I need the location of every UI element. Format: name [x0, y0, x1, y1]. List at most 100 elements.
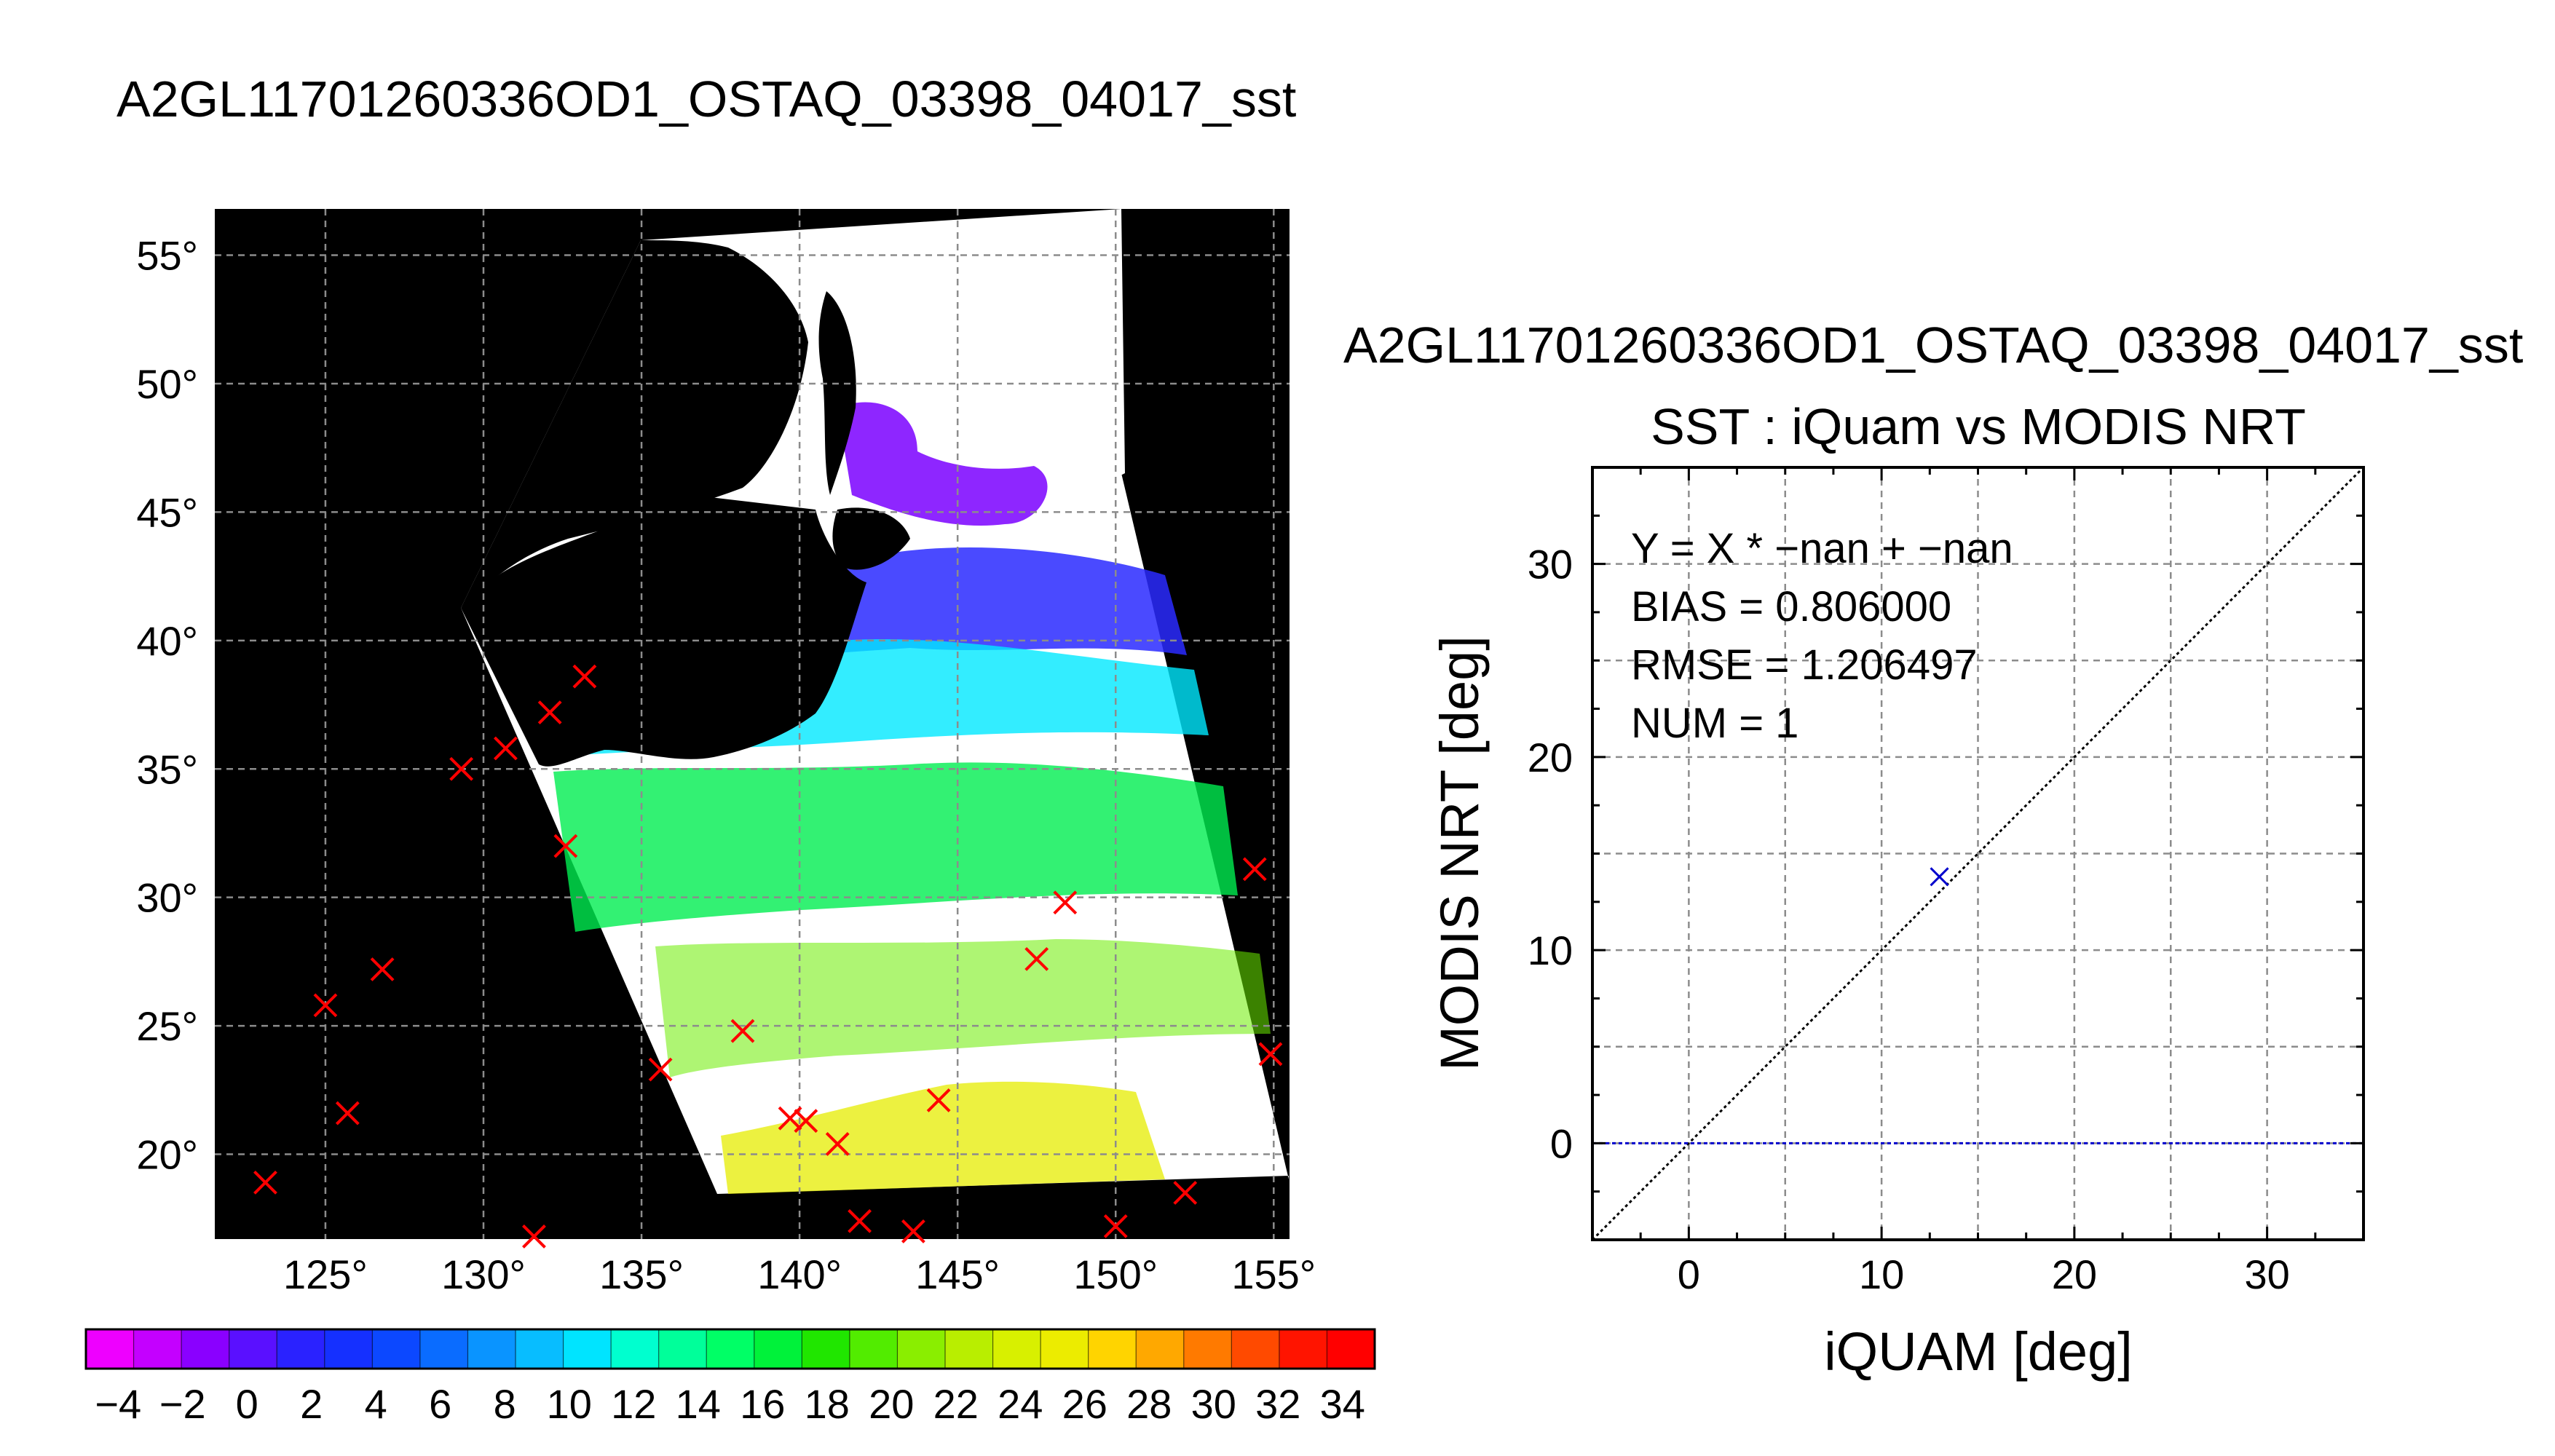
sst-lime-band	[655, 939, 1271, 1077]
buoy-marker	[794, 1109, 818, 1133]
map-title: A2GL11701260336OD1_OSTAQ_03398_04017_sst	[117, 71, 1296, 127]
land-sakhalin	[818, 291, 856, 495]
colorbar-swatch	[1279, 1329, 1328, 1369]
colorbar-swatch	[945, 1329, 994, 1369]
colorbar-tick-label: 4	[365, 1381, 387, 1427]
map-lon-ticks: 125° 130° 135° 140° 145° 150° 155°	[283, 1251, 1316, 1297]
buoy-marker	[335, 1101, 360, 1125]
sst-swath	[461, 209, 1289, 1194]
colorbar-swatch	[229, 1329, 277, 1369]
sst-green-band	[553, 762, 1238, 932]
map-lon-tick-label: 125°	[283, 1251, 368, 1297]
colorbar-swatch	[754, 1329, 802, 1369]
land-mainland	[461, 240, 808, 608]
stats-fit-line: Y = X * −nan + −nan	[1631, 525, 2013, 572]
colorbar-tick-label: 12	[611, 1381, 656, 1427]
map-lon-tick-label: 150°	[1073, 1251, 1158, 1297]
stats-bias: BIAS = 0.806000	[1631, 583, 1951, 630]
buoy-marker	[1053, 890, 1078, 915]
colorbar-swatch	[1040, 1329, 1089, 1369]
buoy-marker	[370, 957, 395, 981]
colorbar-swatch	[372, 1329, 421, 1369]
stats-num: NUM = 1	[1631, 700, 1798, 747]
colorbar-swatch	[467, 1329, 516, 1369]
scatter-title: A2GL11701260336OD1_OSTAQ_03398_04017_sst	[1343, 317, 2523, 373]
buoy-marker	[313, 993, 338, 1018]
colorbar-tick-label: 34	[1320, 1381, 1365, 1427]
map-lon-tick-label: 140°	[757, 1251, 842, 1297]
map-lat-tick-label: 40°	[136, 618, 198, 664]
scatter-y-tick-label: 0	[1550, 1120, 1573, 1166]
colorbar-tick-label: 32	[1255, 1381, 1300, 1427]
scatter-points	[1930, 867, 1949, 887]
colorbar-tick-label: 30	[1191, 1381, 1236, 1427]
buoy-marker	[1242, 857, 1267, 882]
map-lat-tick-label: 50°	[136, 361, 198, 407]
buoy-marker	[449, 756, 474, 781]
colorbar-swatch	[516, 1329, 564, 1369]
colorbar-tick-label: 28	[1126, 1381, 1172, 1427]
map-lon-tick-label: 135°	[599, 1251, 684, 1297]
scatter-x-tick-label: 30	[2244, 1251, 2289, 1297]
map-lat-tick-label: 20°	[136, 1132, 198, 1178]
buoy-marker	[848, 1208, 872, 1233]
colorbar-tick-label: 8	[494, 1381, 516, 1427]
stats-rmse: RMSE = 1.206497	[1631, 641, 1978, 689]
map-lat-tick-label: 55°	[136, 233, 198, 279]
colorbar-swatch	[1088, 1329, 1137, 1369]
buoy-marker	[926, 1088, 951, 1112]
map-lon-tick-label: 155°	[1231, 1251, 1316, 1297]
colorbar-tick-label: 14	[676, 1381, 721, 1427]
scatter-x-label: iQUAM [deg]	[1824, 1321, 2133, 1382]
colorbar-swatch	[277, 1329, 325, 1369]
land-korea-japan	[461, 495, 866, 767]
colorbar-tick-label: 16	[740, 1381, 785, 1427]
buoy-marker	[253, 1170, 277, 1195]
scatter-y-tick-label: 20	[1528, 735, 1573, 780]
colorbar-swatch	[324, 1329, 373, 1369]
colorbar-swatch	[1136, 1329, 1185, 1369]
colorbar-swatch	[992, 1329, 1041, 1369]
colorbar-swatch	[897, 1329, 946, 1369]
colorbar-tick-label: 10	[547, 1381, 592, 1427]
map-grid	[215, 209, 1290, 1239]
colorbar-tick-label: 26	[1062, 1381, 1107, 1427]
scatter-x-tick-label: 0	[1678, 1251, 1700, 1297]
buoy-marker	[825, 1132, 850, 1156]
colorbar-swatch	[802, 1329, 850, 1369]
scatter-x-ticks: 0 10 20 30	[1591, 467, 2365, 1297]
colorbar-swatch	[1327, 1329, 1375, 1369]
sst-yellow-band	[721, 1081, 1165, 1194]
buoy-marker	[648, 1057, 673, 1082]
buoy-markers	[253, 664, 1283, 1249]
colorbar-tick-label: −2	[159, 1381, 206, 1427]
land-hokkaido	[832, 507, 910, 570]
colorbar-tick-label: 18	[805, 1381, 850, 1427]
buoy-marker	[1173, 1181, 1198, 1205]
colorbar-swatch	[1183, 1329, 1232, 1369]
buoy-marker	[553, 834, 578, 858]
colorbar-tick-label: 22	[933, 1381, 979, 1427]
colorbar-swatch	[658, 1329, 707, 1369]
colorbar-frame	[84, 1328, 1376, 1370]
buoy-marker	[1024, 946, 1049, 971]
map-lat-tick-label: 30°	[136, 875, 198, 921]
scatter-x-tick-label: 10	[1859, 1251, 1904, 1297]
colorbar-swatch	[563, 1329, 612, 1369]
buoy-marker	[901, 1219, 925, 1243]
buoy-marker	[572, 664, 597, 689]
buoy-marker	[1103, 1214, 1128, 1238]
colorbar-swatch	[419, 1329, 469, 1369]
scatter-y-tick-label: 10	[1528, 927, 1573, 973]
map-plot: 125° 130° 135° 140° 145° 150° 155° 20° 25° 30° 35…	[136, 209, 1316, 1297]
scatter-subtitle: SST : iQuam vs MODIS NRT	[1651, 398, 2306, 455]
colorbar-tick-label: 6	[429, 1381, 451, 1427]
scatter-point	[1930, 867, 1949, 887]
scatter-x-tick-label: 20	[2052, 1251, 2097, 1297]
map-lat-tick-label: 25°	[136, 1003, 198, 1049]
map-lat-ticks: 20° 25° 30° 35° 40° 45° 50° 55°	[136, 233, 198, 1178]
colorbar-tick-label: 20	[869, 1381, 914, 1427]
scatter-reference-lines	[1592, 467, 2364, 1240]
buoy-marker	[730, 1018, 755, 1043]
